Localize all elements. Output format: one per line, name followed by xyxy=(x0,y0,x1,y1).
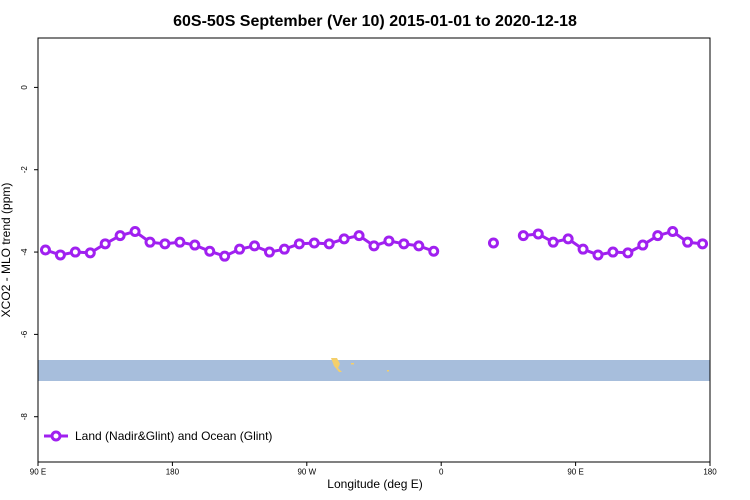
data-point xyxy=(129,225,141,237)
data-point xyxy=(487,237,499,249)
data-point xyxy=(413,240,425,252)
data-point xyxy=(219,250,231,262)
data-point xyxy=(159,238,171,250)
chart-title: 60S-50S September (Ver 10) 2015-01-01 to… xyxy=(173,13,577,30)
y-tick-label: -6 xyxy=(20,330,29,338)
data-point xyxy=(99,238,111,250)
data-point xyxy=(144,236,156,248)
x-tick-label: 180 xyxy=(166,468,180,477)
data-point xyxy=(607,246,619,258)
data-point xyxy=(592,249,604,261)
data-point xyxy=(338,233,350,245)
land-patch xyxy=(351,363,354,365)
x-tick-label: 90 E xyxy=(567,468,583,477)
data-point xyxy=(517,230,529,242)
y-tick-label: -8 xyxy=(20,413,29,421)
y-tick-label: -4 xyxy=(20,248,29,256)
data-point xyxy=(622,247,634,259)
data-point xyxy=(308,237,320,249)
y-tick-label: 0 xyxy=(20,85,29,90)
y-tick-label: -2 xyxy=(20,166,29,174)
data-point xyxy=(682,236,694,248)
map-strip xyxy=(38,358,710,381)
data-point xyxy=(652,230,664,242)
data-point xyxy=(667,225,679,237)
data-point xyxy=(383,235,395,247)
data-point xyxy=(323,238,335,250)
data-point xyxy=(69,246,81,258)
data-point xyxy=(234,243,246,255)
legend-marker xyxy=(50,430,62,442)
data-point xyxy=(532,228,544,240)
data-point xyxy=(189,239,201,251)
data-point xyxy=(278,243,290,255)
data-point xyxy=(204,245,216,257)
data-point xyxy=(84,247,96,259)
data-point xyxy=(697,238,709,250)
x-tick-label: 90 W xyxy=(297,468,316,477)
data-point xyxy=(353,230,365,242)
y-axis-label: XCO2 - MLO trend (ppm) xyxy=(0,183,13,318)
x-tick-label: 90 E xyxy=(30,468,46,477)
data-point xyxy=(562,233,574,245)
legend-label: Land (Nadir&Glint) and Ocean (Glint) xyxy=(75,429,272,443)
data-point xyxy=(368,240,380,252)
x-tick-label: 0 xyxy=(439,468,444,477)
data-point xyxy=(398,238,410,250)
data-point xyxy=(428,245,440,257)
data-point xyxy=(54,249,66,261)
data-point xyxy=(114,230,126,242)
land-patch xyxy=(387,370,389,372)
data-point xyxy=(263,246,275,258)
data-point xyxy=(637,239,649,251)
land-patch xyxy=(331,358,342,372)
data-point xyxy=(577,243,589,255)
data-point xyxy=(39,244,51,256)
data-point xyxy=(249,240,261,252)
data-point xyxy=(547,236,559,248)
x-tick-label: 180 xyxy=(703,468,717,477)
x-axis-label: Longitude (deg E) xyxy=(327,477,422,491)
data-point xyxy=(174,236,186,248)
ocean-band xyxy=(38,360,710,381)
data-point xyxy=(293,238,305,250)
plot-frame xyxy=(37,37,711,463)
